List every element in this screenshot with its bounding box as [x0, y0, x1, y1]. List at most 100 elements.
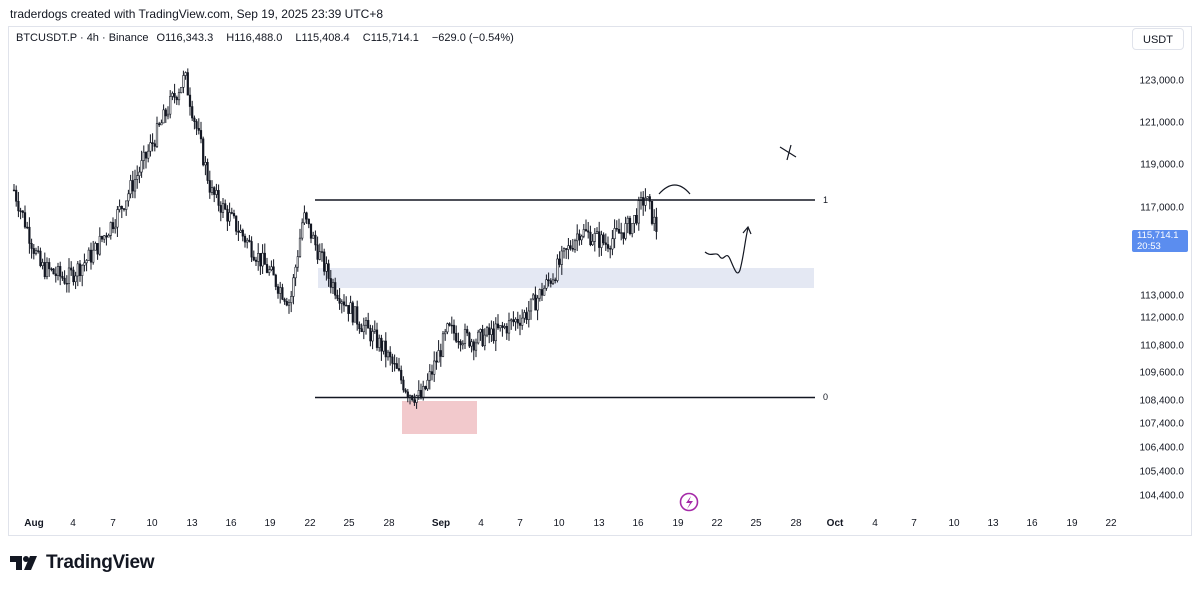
candle-body: [331, 282, 335, 288]
candle-body: [303, 212, 306, 224]
candle-body: [294, 266, 297, 279]
candle-body: [395, 363, 398, 369]
candle-body: [164, 109, 167, 117]
candle-body: [323, 251, 326, 272]
candle-body: [380, 337, 383, 352]
candle-body: [237, 230, 240, 233]
candle-body: [89, 249, 93, 263]
time-axis[interactable]: Aug 4 7 10 13 16 19 22 25 28 Sep 4 7 10 …: [8, 514, 1118, 534]
candle-body: [505, 326, 508, 334]
tradingview-logo[interactable]: TradingView: [10, 552, 155, 574]
candle-body: [257, 253, 260, 262]
candle-body: [166, 113, 170, 117]
candle-body: [485, 327, 489, 336]
candle-body: [54, 273, 57, 276]
candle-body: [83, 262, 86, 266]
tradingview-logo-icon: [10, 556, 37, 570]
candle-body: [107, 235, 110, 238]
candle-body: [499, 325, 502, 329]
candle-body: [349, 302, 352, 314]
candle-body: [406, 391, 409, 398]
high-label: H: [226, 32, 235, 44]
candle-body: [204, 162, 207, 166]
candle-body: [479, 329, 482, 333]
candle-body: [516, 318, 519, 324]
candle-body: [195, 121, 198, 129]
candle-body: [580, 235, 583, 241]
candle-body: [305, 212, 308, 220]
price-tick: 119,000.0: [1140, 159, 1184, 171]
time-tick: 10: [948, 518, 960, 529]
candle-body: [481, 329, 484, 347]
candle-body: [433, 360, 436, 375]
lightning-icon: [679, 492, 699, 512]
candle-body: [39, 250, 42, 266]
tradingview-brand: TradingView: [46, 552, 155, 573]
candle-body: [45, 262, 49, 278]
candle-body: [435, 360, 438, 363]
candle-body: [59, 266, 62, 277]
chart-pane[interactable]: [8, 26, 1192, 536]
candle-body: [565, 248, 568, 250]
candle-body: [272, 266, 275, 276]
candle-body: [591, 241, 594, 246]
candle-body: [529, 298, 533, 312]
time-tick: Oct: [826, 518, 844, 529]
candle-body: [56, 266, 60, 276]
candle-body: [567, 245, 570, 250]
currency-button[interactable]: USDT: [1132, 28, 1184, 50]
candle-body: [314, 234, 317, 246]
candle-body: [285, 301, 288, 306]
candle-body: [182, 75, 185, 88]
candlestick-series: [12, 68, 658, 409]
candle-body: [362, 324, 365, 333]
candle-body: [347, 305, 350, 314]
candle-body: [76, 263, 79, 277]
candle-body: [587, 230, 590, 233]
supply-demand-zone: [318, 268, 814, 288]
candle-body: [538, 289, 541, 299]
symbol-info[interactable]: BTCUSDT.P · 4h · Binance: [16, 32, 149, 44]
candle-body: [598, 231, 601, 248]
candle-body: [239, 229, 242, 233]
candle-body: [144, 151, 148, 159]
candle-body: [105, 235, 108, 238]
candle-body: [171, 93, 174, 97]
candle-body: [507, 320, 511, 334]
candle-body: [23, 212, 27, 228]
candle-body: [397, 368, 401, 371]
candle-body: [452, 324, 456, 334]
candle-body: [52, 268, 55, 275]
candle-body: [371, 331, 374, 342]
candle-body: [545, 279, 548, 289]
candle-body: [527, 310, 530, 320]
candle-body: [466, 329, 469, 334]
time-tick: 7: [517, 518, 523, 529]
candle-body: [494, 323, 497, 342]
candle-body: [582, 229, 585, 237]
candle-body: [169, 96, 172, 115]
candle-body: [576, 233, 579, 242]
candle-body: [109, 222, 112, 236]
candle-body: [613, 228, 616, 240]
candle-body: [551, 279, 555, 284]
candle-body: [496, 323, 500, 329]
candle-body: [514, 318, 517, 323]
candle-body: [477, 331, 480, 344]
candle-body: [367, 320, 370, 329]
candle-body: [65, 283, 68, 285]
candle-body: [235, 215, 238, 232]
candle-body: [226, 208, 229, 222]
candle-body: [490, 328, 493, 335]
candle-body: [208, 180, 211, 193]
candle-body: [382, 340, 385, 352]
candle-body: [219, 205, 222, 213]
price-tick: 109,600.0: [1139, 367, 1185, 379]
price-tick: 123,000.0: [1139, 75, 1185, 87]
candle-body: [15, 189, 18, 202]
candle-body: [122, 208, 126, 210]
candle-body: [602, 234, 605, 244]
price-axis[interactable]: 123,000.0 121,000.0 119,000.0 117,000.0 …: [1118, 27, 1190, 535]
rounded-top-arc: [658, 184, 691, 195]
